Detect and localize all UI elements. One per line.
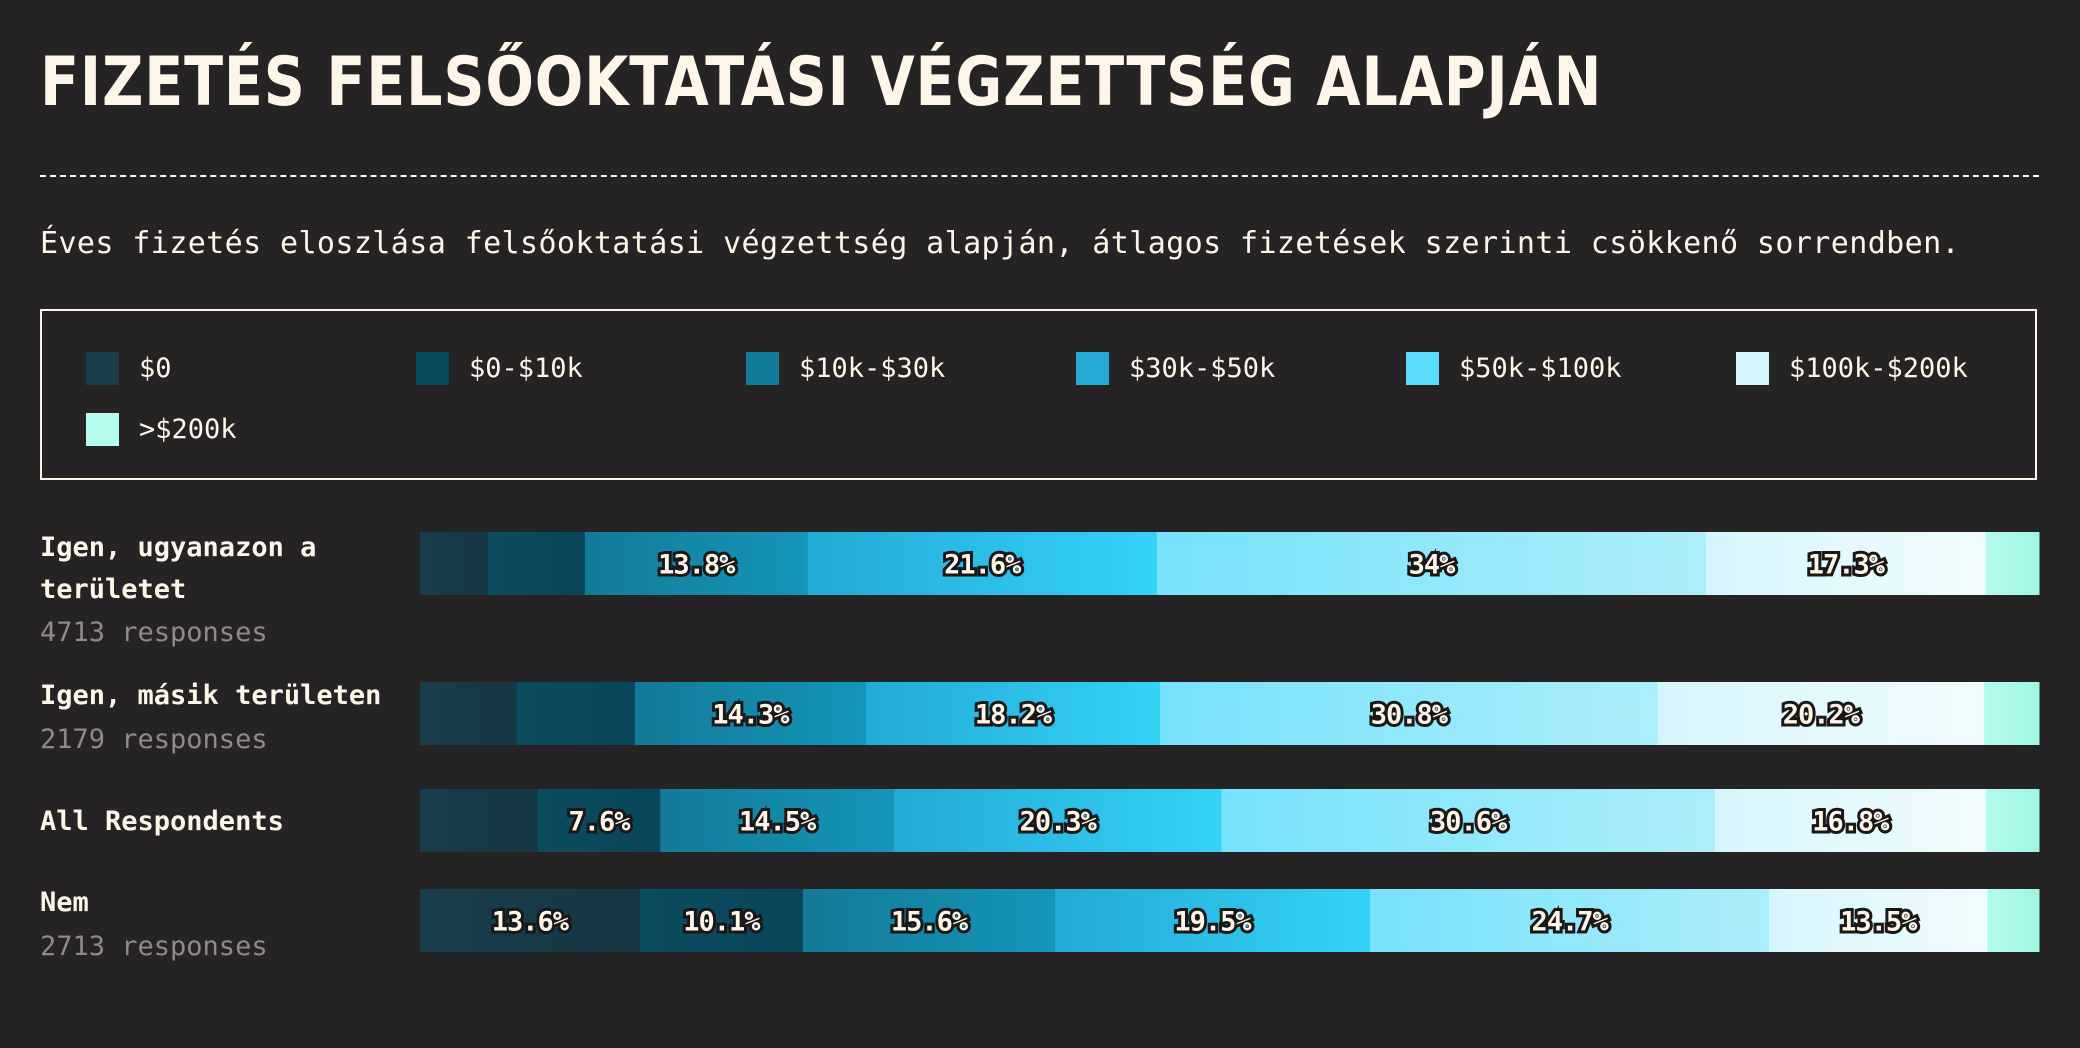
data-label-row0-3: 21.6%: [944, 550, 1022, 581]
data-label-row1-5: 20.2%: [1783, 700, 1861, 731]
legend-item-0: $0: [86, 350, 172, 386]
data-label-row3-1: 10.1%: [683, 907, 761, 938]
bar-segment-row1-4: [1160, 682, 1659, 745]
legend-swatch-1: [416, 351, 449, 385]
row-count-0: 4713 responses: [40, 617, 268, 648]
data-label-row1-2: 14.3%: [712, 700, 790, 731]
bar-segment-row1-1: [516, 682, 636, 745]
bar-segment-row1-0: [420, 682, 518, 745]
legend-swatch-6: [86, 412, 119, 446]
bar-segment-row2-6: [1985, 789, 2040, 852]
data-label-row2-2: 14.5%: [739, 807, 817, 838]
page-title: FIZETÉS FELSŐOKTATÁSI VÉGZETTSÉG ALAPJÁN: [40, 43, 1603, 122]
legend-label-2: $10k-$30k: [799, 352, 946, 384]
legend: $0 $0-$10k $10k-$30k $30k-$50k $50k-$100…: [40, 309, 2037, 480]
bar-segment-row2-1: [537, 789, 661, 852]
legend-label-3: $30k-$50k: [1129, 352, 1276, 384]
bar-segment-row1-5: [1657, 682, 1985, 745]
legend-label-0: $0: [139, 352, 172, 384]
legend-swatch-0: [86, 351, 119, 385]
bar-segment-row2-5: [1714, 789, 1987, 852]
data-label-row3-0: 13.6%: [492, 907, 570, 938]
row-count-3: 2713 responses: [40, 931, 268, 962]
bar-segment-row3-4: [1370, 889, 1770, 952]
data-label-row3-5: 13.5%: [1840, 907, 1918, 938]
bar-segment-row3-3: [1055, 889, 1371, 952]
row-count-1: 2179 responses: [40, 724, 268, 755]
bar-segment-row1-2: [634, 682, 867, 745]
bar-segment-row0-6: [1985, 532, 2040, 595]
bar-segment-row0-3: [807, 532, 1158, 595]
bar-segment-row3-5: [1769, 889, 1988, 952]
chart-subtitle: Éves fizetés eloszlása felsőoktatási vég…: [40, 226, 1960, 261]
bar-segment-row3-1: [639, 889, 804, 952]
bar-segment-row3-6: [1987, 889, 2040, 952]
row-label-3: Nem: [40, 887, 89, 918]
legend-swatch-3: [1076, 351, 1109, 385]
legend-swatch-4: [1406, 351, 1439, 385]
data-label-row2-5: 16.8%: [1812, 807, 1890, 838]
bar-segment-row2-0: [420, 789, 539, 852]
legend-item-2: $10k-$30k: [746, 350, 945, 386]
legend-label-4: $50k-$100k: [1459, 352, 1622, 384]
bar-segment-row1-3: [865, 682, 1161, 745]
data-label-row0-2: 13.8%: [658, 550, 736, 581]
bar-segment-row0-5: [1706, 532, 1987, 595]
data-label-row1-4: 30.8%: [1371, 700, 1449, 731]
bar-segment-row3-0: [420, 889, 641, 952]
bar-segment-row3-2: [802, 889, 1056, 952]
bar-segment-row0-1: [487, 532, 586, 595]
bar-segment-row0-2: [584, 532, 809, 595]
divider: [40, 175, 2039, 177]
legend-label-5: $100k-$200k: [1789, 352, 1968, 384]
legend-item-6: >$200k: [86, 411, 237, 447]
data-label-row3-3: 19.5%: [1174, 907, 1252, 938]
data-label-row2-1: 7.6%: [568, 807, 631, 838]
data-label-row2-3: 20.3%: [1020, 807, 1098, 838]
data-label-row1-3: 18.2%: [975, 700, 1053, 731]
row-label-1: Igen, másik területen: [40, 680, 382, 711]
legend-item-1: $0-$10k: [416, 350, 583, 386]
data-label-row0-4: 34%: [1409, 550, 1457, 581]
data-label-row0-5: 17.3%: [1808, 550, 1886, 581]
data-label-row2-4: 30.6%: [1430, 807, 1508, 838]
row-label-0: Igen, ugyanazon a területet: [40, 532, 317, 605]
bar-segment-row2-4: [1221, 789, 1716, 852]
legend-item-4: $50k-$100k: [1406, 350, 1622, 386]
legend-swatch-5: [1736, 351, 1769, 385]
data-label-row3-2: 15.6%: [891, 907, 969, 938]
legend-label-6: >$200k: [139, 413, 237, 445]
bar-segment-row0-0: [420, 532, 489, 595]
legend-item-3: $30k-$50k: [1076, 350, 1275, 386]
legend-swatch-2: [746, 351, 779, 385]
legend-label-1: $0-$10k: [469, 352, 583, 384]
data-label-row3-4: 24.7%: [1531, 907, 1609, 938]
row-label-2: All Respondents: [40, 806, 284, 837]
bar-segment-row0-4: [1156, 532, 1707, 595]
bar-segment-row2-2: [660, 789, 895, 852]
bar-segment-row2-3: [894, 789, 1222, 852]
legend-item-5: $100k-$200k: [1736, 350, 1968, 386]
bar-segment-row1-6: [1984, 682, 2040, 745]
